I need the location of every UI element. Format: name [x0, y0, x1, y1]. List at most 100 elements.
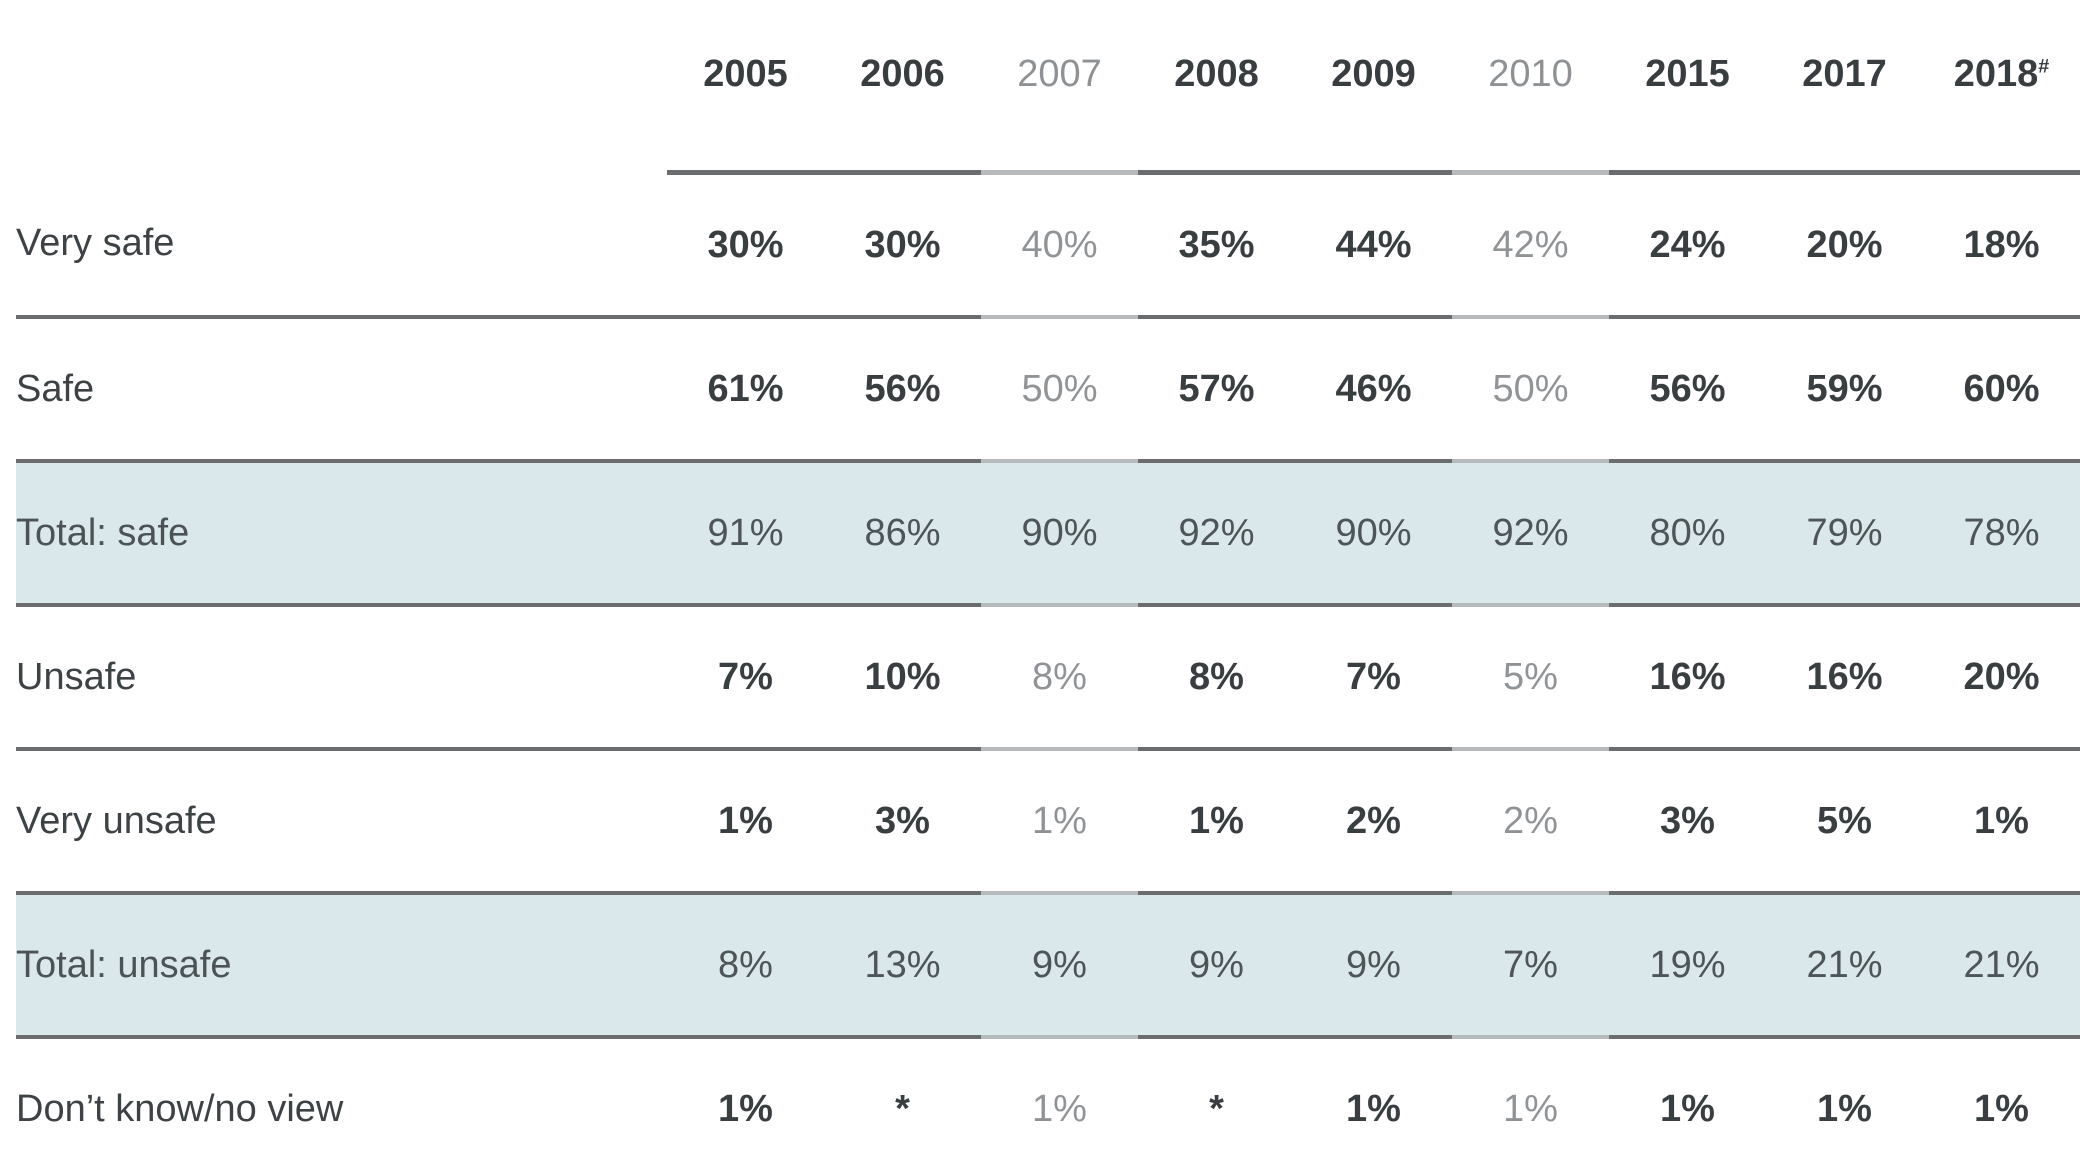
table-cell: 86% [824, 461, 981, 607]
table-row: Very safe 30% 30% 40% 35% 44% 42% 24% 20% 18% [16, 172, 2080, 319]
table-cell: 16% [1766, 605, 1923, 751]
column-header-2005: 2005 [667, 0, 824, 175]
table-cell: 56% [824, 317, 981, 463]
table-cell: 92% [1138, 461, 1295, 607]
column-header-year: 2010 [1488, 52, 1573, 95]
table-cell: 92% [1452, 461, 1609, 607]
row-label: Don’t know/no view [16, 1037, 667, 1164]
table-cell: 50% [1452, 317, 1609, 463]
row-label: Total: unsafe [16, 893, 667, 1039]
table-cell: 1% [1295, 1037, 1452, 1164]
table-cell: 57% [1138, 317, 1295, 463]
table-cell: 8% [667, 893, 824, 1039]
column-header-2006: 2006 [824, 0, 981, 175]
column-header-2017: 2017 [1766, 0, 1923, 175]
table-cell: 21% [1923, 893, 2080, 1039]
table-cell: 24% [1609, 172, 1766, 319]
table-cell: 8% [981, 605, 1138, 751]
column-header-year: 2018 [1953, 52, 2039, 95]
table-cell: 91% [667, 461, 824, 607]
table-cell: 30% [824, 172, 981, 319]
table-cell: 56% [1609, 317, 1766, 463]
column-header-year: 2008 [1174, 52, 1259, 95]
table-row: Unsafe 7% 10% 8% 8% 7% 5% 16% 16% 20% [16, 605, 2080, 751]
column-header-year: 2005 [703, 52, 788, 95]
table-cell: 1% [1138, 749, 1295, 895]
table-cell: 1% [1766, 1037, 1923, 1164]
header-corner-spacer [16, 0, 667, 173]
column-header-2015: 2015 [1609, 0, 1766, 175]
table-cell: 1% [1609, 1037, 1766, 1164]
table-cell: 61% [667, 317, 824, 463]
column-header-2018: 2018# [1923, 0, 2080, 175]
table-cell: 8% [1138, 605, 1295, 751]
table-body: Very safe 30% 30% 40% 35% 44% 42% 24% 20% 18% Safe… [16, 172, 2080, 1164]
table-cell: 13% [824, 893, 981, 1039]
table-cell: 18% [1923, 172, 2080, 319]
table-cell: 7% [667, 605, 824, 751]
table-row: Very unsafe 1% 3% 1% 1% 2% 2% 3% 5% 1% [16, 749, 2080, 895]
table-cell: 1% [1452, 1037, 1609, 1164]
table-cell: 9% [981, 893, 1138, 1039]
table-cell: 46% [1295, 317, 1452, 463]
table-cell: 19% [1609, 893, 1766, 1039]
column-header-year: 2006 [860, 52, 945, 95]
table-cell: 1% [667, 1037, 824, 1164]
table-cell: 5% [1452, 605, 1609, 751]
table-cell: 1% [1923, 749, 2080, 895]
row-label: Very safe [16, 172, 667, 319]
table-cell: 5% [1766, 749, 1923, 895]
column-header-year: 2009 [1331, 52, 1416, 95]
safety-perception-table: 2005 2006 2007 2008 2009 2010 2015 2017 2018# Ve… [16, 0, 2080, 1164]
row-label: Safe [16, 317, 667, 463]
column-header-2007: 2007 [981, 0, 1138, 175]
column-header-2008: 2008 [1138, 0, 1295, 175]
row-label: Very unsafe [16, 749, 667, 895]
table-cell: 2% [1452, 749, 1609, 895]
table-cell: 35% [1138, 172, 1295, 319]
row-label: Unsafe [16, 605, 667, 751]
table-cell: 1% [981, 1037, 1138, 1164]
table-cell: * [1138, 1037, 1295, 1164]
table-cell: 2% [1295, 749, 1452, 895]
table-row: Total: safe 91% 86% 90% 92% 90% 92% 80% 79% 78% [16, 461, 2080, 607]
table-cell: * [824, 1037, 981, 1164]
column-header-year: 2015 [1645, 52, 1730, 95]
table-header: 2005 2006 2007 2008 2009 2010 2015 2017 2018# [16, 0, 2080, 175]
table-row: Safe 61% 56% 50% 57% 46% 50% 56% 59% 60% [16, 317, 2080, 463]
table-cell: 44% [1295, 172, 1452, 319]
table-cell: 9% [1295, 893, 1452, 1039]
table-cell: 1% [981, 749, 1138, 895]
table-cell: 20% [1923, 605, 2080, 751]
column-header-footnote-marker: # [2038, 54, 2050, 77]
table-cell: 42% [1452, 172, 1609, 319]
table-cell: 9% [1138, 893, 1295, 1039]
header-row: 2005 2006 2007 2008 2009 2010 2015 2017 2018# [16, 0, 2080, 175]
table-cell: 3% [824, 749, 981, 895]
table-cell: 1% [1923, 1037, 2080, 1164]
row-label: Total: safe [16, 461, 667, 607]
column-header-year: 2007 [1017, 52, 1102, 95]
table-cell: 7% [1452, 893, 1609, 1039]
table-row: Total: unsafe 8% 13% 9% 9% 9% 7% 19% 21% 21% [16, 893, 2080, 1039]
table-cell: 30% [667, 172, 824, 319]
table-cell: 10% [824, 605, 981, 751]
table-cell: 60% [1923, 317, 2080, 463]
table-cell: 59% [1766, 317, 1923, 463]
table-cell: 1% [667, 749, 824, 895]
table-cell: 50% [981, 317, 1138, 463]
column-header-2009: 2009 [1295, 0, 1452, 175]
table-cell: 78% [1923, 461, 2080, 607]
table-cell: 3% [1609, 749, 1766, 895]
table-cell: 90% [1295, 461, 1452, 607]
table-cell: 90% [981, 461, 1138, 607]
table-row: Don’t know/no view 1% * 1% * 1% 1% 1% 1% 1% [16, 1037, 2080, 1164]
table-cell: 16% [1609, 605, 1766, 751]
table-cell: 7% [1295, 605, 1452, 751]
table-cell: 80% [1609, 461, 1766, 607]
table-cell: 40% [981, 172, 1138, 319]
table-cell: 20% [1766, 172, 1923, 319]
table-cell: 79% [1766, 461, 1923, 607]
column-header-2010: 2010 [1452, 0, 1609, 175]
column-header-year: 2017 [1802, 52, 1887, 95]
